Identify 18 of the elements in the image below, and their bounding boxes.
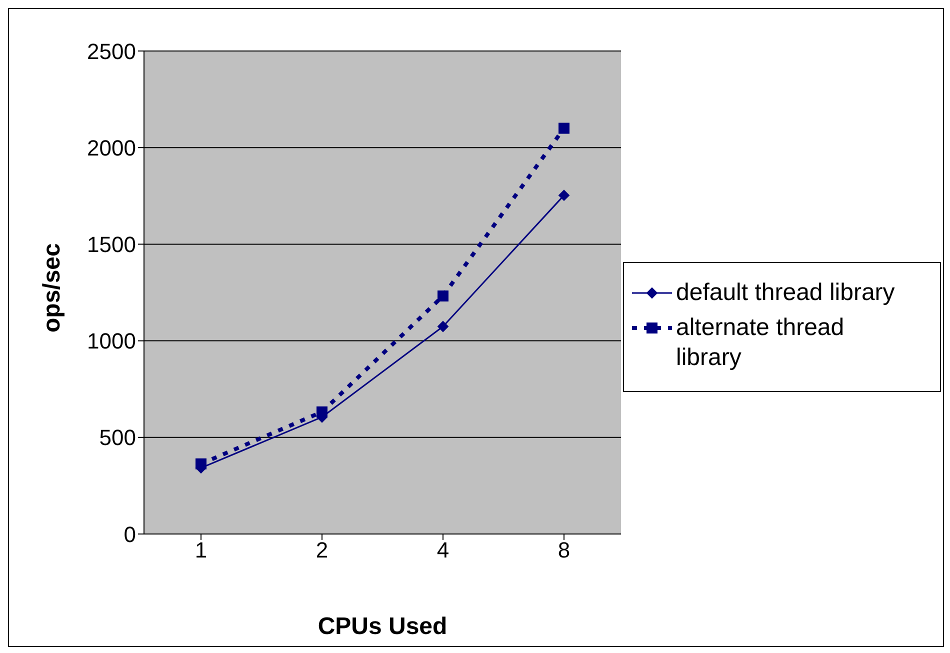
point <box>438 321 448 332</box>
point <box>558 190 570 201</box>
y-tick-label: 1500 <box>87 232 136 258</box>
legend-label: alternate thread library <box>676 312 846 372</box>
x-tick-label: 4 <box>436 538 450 563</box>
x-axis-title: CPUs Used <box>318 613 448 640</box>
y-tick-label: 0 <box>124 522 136 547</box>
legend-label: default thread library <box>676 278 896 308</box>
point <box>558 122 570 134</box>
x-tick-label: 8 <box>558 538 570 563</box>
y-axis-title: ops/sec <box>38 243 66 332</box>
y-tick-label: 500 <box>99 425 136 450</box>
y-tick-label: 2500 <box>87 38 136 64</box>
x-tick-label: 2 <box>316 538 328 563</box>
y-tick-label: 2000 <box>87 135 136 160</box>
point <box>438 290 448 302</box>
y-tick-label: 1000 <box>87 328 136 354</box>
x-tick-label: 1 <box>194 538 208 563</box>
